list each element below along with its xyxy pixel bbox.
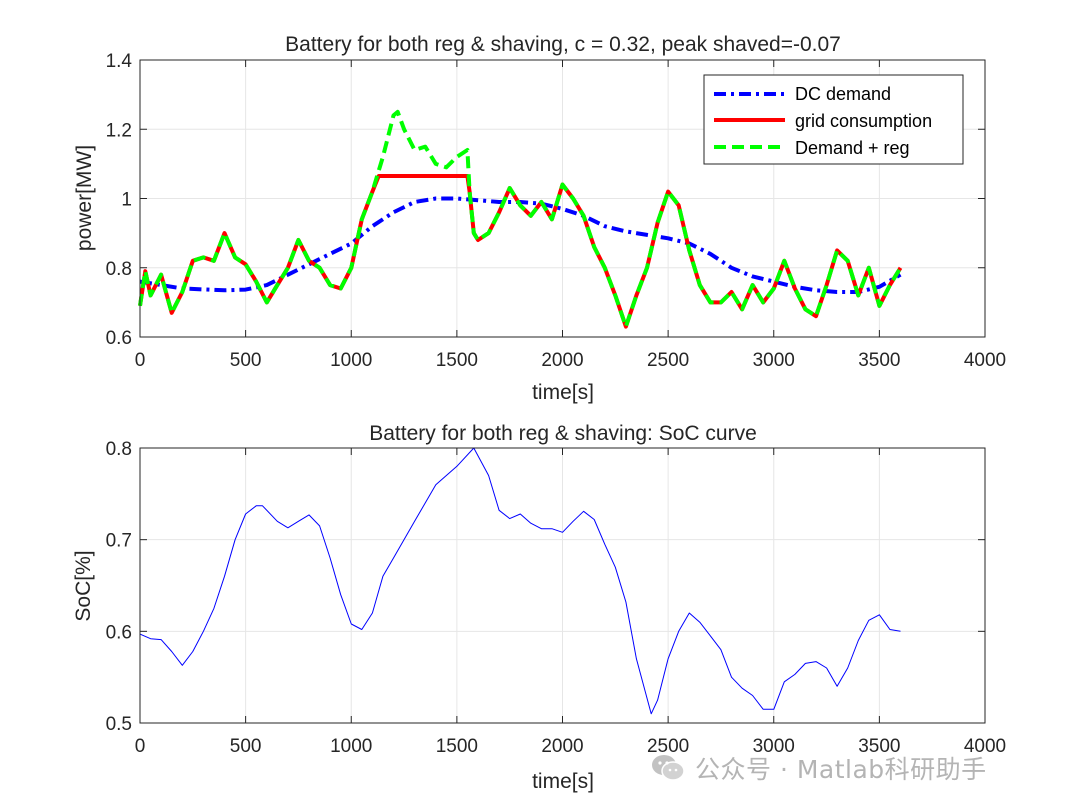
soc-x-tick-label: 3000 xyxy=(753,736,795,757)
legend-dc-demand-label: DC demand xyxy=(795,84,891,104)
watermark-text: 公众号 · Matlab科研助手 xyxy=(695,755,987,784)
power-x-tick-label: 3000 xyxy=(753,350,795,371)
power-chart-title: Battery for both reg & shaving, c = 0.32… xyxy=(285,33,841,56)
soc-x-tick-label: 2500 xyxy=(647,736,689,757)
power-x-tick-label: 0 xyxy=(135,350,146,371)
legend-demand-reg-label: Demand + reg xyxy=(795,138,910,158)
soc-y-tick-label: 0.6 xyxy=(106,622,132,643)
power-y-axis-label: power[MW] xyxy=(73,145,96,251)
power-x-tick-label: 2000 xyxy=(541,350,583,371)
power-legend: DC demand grid consumption Demand + reg xyxy=(703,74,964,165)
soc-x-tick-label: 3500 xyxy=(858,736,900,757)
soc-x-tick-label: 2000 xyxy=(541,736,583,757)
power-y-tick-label: 0.6 xyxy=(106,328,132,349)
soc-x-axis-label: time[s] xyxy=(532,770,594,793)
soc-x-tick-label: 4000 xyxy=(964,736,1006,757)
power-x-tick-label: 500 xyxy=(230,350,262,371)
soc-series-soc xyxy=(139,447,901,715)
axes-soc: Battery for both reg & shaving: SoC curv… xyxy=(72,422,1006,793)
power-x-tick-label: 1500 xyxy=(436,350,478,371)
soc-y-tick-label: 0.7 xyxy=(106,531,132,552)
power-x-tick-label: 1000 xyxy=(330,350,372,371)
power-x-axis-label: time[s] xyxy=(532,381,594,404)
soc-x-tick-label: 500 xyxy=(230,736,262,757)
soc-y-axis-label: SoC[%] xyxy=(72,550,95,621)
power-y-tick-label: 1.2 xyxy=(106,120,132,141)
soc-x-tick-label: 0 xyxy=(135,736,146,757)
power-x-tick-label: 2500 xyxy=(647,350,689,371)
soc-x-tick-label: 1000 xyxy=(330,736,372,757)
legend-grid-consumption-label: grid consumption xyxy=(795,111,932,131)
power-x-tick-label: 3500 xyxy=(858,350,900,371)
wechat-icon xyxy=(651,754,685,782)
power-y-tick-label: 1 xyxy=(121,190,132,211)
power-x-tick-label: 4000 xyxy=(964,350,1006,371)
power-y-tick-label: 1.4 xyxy=(106,51,133,72)
watermark: 公众号 · Matlab科研助手 xyxy=(651,748,987,788)
soc-y-tick-label: 0.8 xyxy=(106,439,132,460)
soc-x-tick-label: 1500 xyxy=(436,736,478,757)
axes-power: Battery for both reg & shaving, c = 0.32… xyxy=(73,33,1006,404)
soc-y-tick-label: 0.5 xyxy=(106,714,132,735)
power-y-tick-label: 0.8 xyxy=(106,259,132,280)
soc-chart-title: Battery for both reg & shaving: SoC curv… xyxy=(369,422,757,445)
